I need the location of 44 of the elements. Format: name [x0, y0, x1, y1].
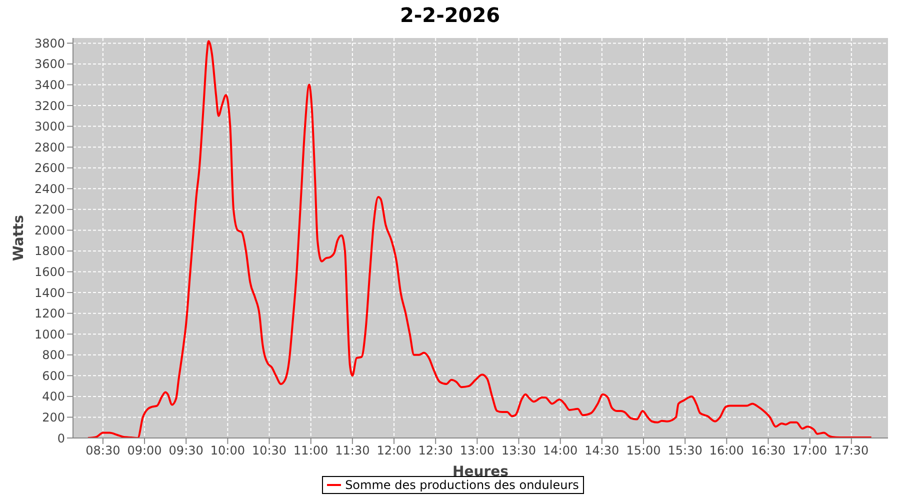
y-tick-label: 1800	[34, 244, 65, 258]
y-tick-label: 2800	[34, 140, 65, 154]
y-tick-label: 800	[42, 348, 65, 362]
x-tick-label: 09:30	[168, 444, 204, 458]
x-tick-label: 17:30	[834, 444, 869, 458]
x-tick-label: 08:30	[86, 444, 120, 458]
y-tick-label: 1600	[34, 265, 65, 280]
x-tick-label: 14:30	[584, 444, 620, 458]
y-tick-label: 3400	[34, 78, 65, 92]
x-tick-label: 17:00	[792, 444, 828, 458]
line-series	[86, 40, 872, 438]
x-tick-label: 13:00	[460, 444, 494, 458]
x-tick-label: 09:00	[127, 444, 162, 458]
y-tick-label: 600	[42, 368, 65, 383]
y-axis-title: Watts	[10, 214, 27, 262]
y-tick-label: 1000	[34, 327, 65, 342]
y-tick-label: 3000	[34, 120, 65, 134]
x-tick-label: 13:30	[501, 444, 536, 458]
y-tick-label: 1200	[34, 306, 65, 321]
x-tick-label: 12:30	[418, 444, 453, 458]
x-tick-label: 10:30	[252, 444, 287, 458]
y-tick-label: 0	[57, 431, 65, 446]
x-tick-label: 15:30	[668, 444, 702, 458]
y-tick-label: 2400	[34, 182, 65, 196]
x-tick-label: 14:00	[543, 444, 578, 458]
y-tick-label: 200	[42, 410, 65, 424]
y-tick-label: 3200	[34, 98, 65, 113]
y-tick-label: 3800	[34, 36, 65, 50]
x-tick-label: 16:00	[709, 444, 744, 458]
chart-title: 2-2-2026	[398, 3, 502, 29]
y-tick-label: 1400	[34, 286, 65, 300]
x-tick-label: 11:30	[335, 444, 370, 458]
y-tick-label: 2000	[34, 223, 65, 238]
y-tick-label: 2200	[34, 202, 65, 217]
x-tick-label: 16:30	[750, 444, 786, 458]
x-tick-label: 15:00	[626, 444, 661, 458]
x-tick-label: 11:00	[294, 444, 328, 458]
x-tick-label: 10:00	[210, 444, 245, 458]
x-tick-label: 12:00	[376, 444, 412, 458]
y-tick-label: 3600	[34, 57, 65, 72]
legend-label: Somme des productions des onduleurs	[344, 478, 579, 492]
x-axis-title: Heures	[452, 464, 508, 480]
y-tick-label: 2600	[34, 161, 65, 176]
y-tick-label: 400	[42, 390, 65, 404]
